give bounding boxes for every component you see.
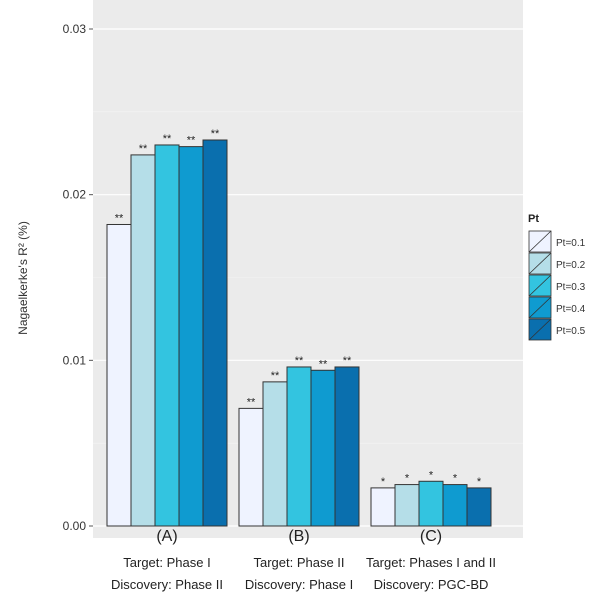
bar: [106, 223, 132, 527]
bar-significance-label: **: [247, 396, 256, 408]
category-discovery-label: Discovery: Phase I: [245, 577, 353, 592]
bar: [178, 146, 204, 527]
bar: [238, 407, 264, 527]
bar: [286, 366, 312, 527]
legend-swatch-slash: [528, 274, 552, 297]
bar: [262, 381, 288, 527]
category-letter: (C): [420, 528, 442, 545]
legend-label: Pt=0.4: [556, 304, 586, 315]
legend-title: Pt: [528, 213, 539, 225]
legend-label: Pt=0.3: [556, 282, 586, 293]
y-tick-label: 0.03: [63, 22, 87, 36]
bar-significance-label: *: [405, 473, 410, 485]
category-letter: (B): [288, 528, 309, 545]
legend-items: Pt=0.1 Pt=0.2 Pt=0.3 Pt=0.4 Pt=0.5: [528, 230, 586, 341]
y-tick-label: 0.02: [63, 188, 87, 202]
bar: [466, 487, 492, 527]
legend-label: Pt=0.5: [556, 326, 586, 337]
bar: [202, 139, 228, 527]
bar-significance-label: *: [381, 476, 386, 488]
bar-significance-label: **: [343, 355, 352, 367]
category-target-label: Target: Phase I: [123, 555, 210, 570]
legend-swatch-slash: [528, 252, 552, 275]
bar: [418, 480, 444, 527]
y-tick-label: 0.00: [63, 519, 87, 533]
bar-significance-label: **: [139, 143, 148, 155]
bar: [370, 487, 396, 527]
bar-significance-label: **: [271, 370, 280, 382]
category-discovery-label: Discovery: Phase II: [111, 577, 223, 592]
bar: [334, 366, 360, 527]
y-tick-label: 0.01: [63, 353, 87, 367]
bars: [106, 139, 492, 527]
legend-label: Pt=0.1: [556, 238, 586, 249]
legend-swatch-slash: [528, 296, 552, 319]
bar-significance-label: *: [429, 469, 434, 481]
category-letter: (A): [156, 528, 177, 545]
bar-significance-label: **: [163, 133, 172, 145]
bar: [154, 144, 180, 527]
bar: [310, 369, 336, 527]
y-axis: 0.00 0.01 0.02 0.03: [63, 22, 93, 533]
bar-significance-label: **: [295, 355, 304, 367]
legend: Pt Pt=0.1 Pt=0.2 Pt=0.3 Pt=0.4 Pt=0.5: [528, 213, 586, 341]
bar-significance-label: **: [319, 358, 328, 370]
bar: [394, 484, 420, 527]
y-axis-label: Nagaelkerke's R² (%): [16, 221, 30, 335]
bar-significance-label: **: [187, 135, 196, 147]
legend-swatch-slash: [528, 230, 552, 253]
category-target-label: Target: Phases I and II: [366, 555, 496, 570]
bar-significance-label: *: [453, 473, 458, 485]
category-target-label: Target: Phase II: [253, 555, 344, 570]
legend-swatch-slash: [528, 318, 552, 341]
bar: [442, 484, 468, 527]
significance-labels: *************************: [115, 128, 482, 488]
category-labels: (A) Target: Phase I Discovery: Phase II (B)…: [111, 528, 496, 592]
bar-significance-label: **: [211, 128, 220, 140]
bar: [130, 154, 156, 527]
bar-significance-label: **: [115, 212, 124, 224]
legend-label: Pt=0.2: [556, 260, 586, 271]
bar-significance-label: *: [477, 476, 482, 488]
category-discovery-label: Discovery: PGC-BD: [374, 577, 489, 592]
